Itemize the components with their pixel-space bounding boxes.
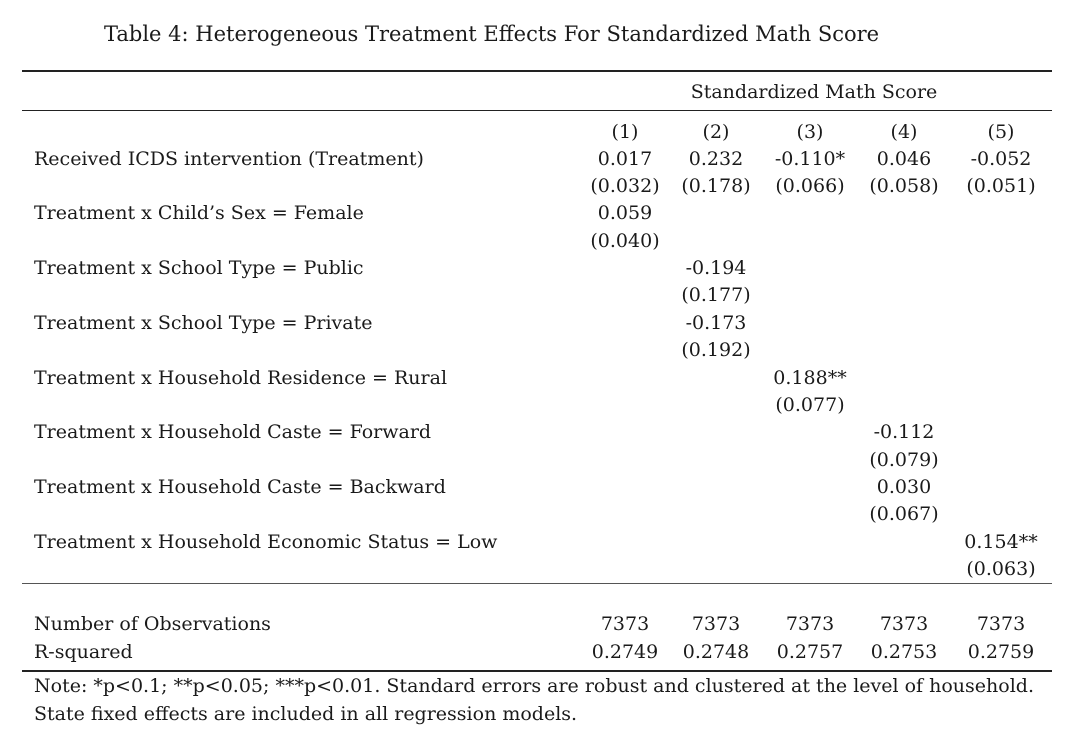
stat-cell: 0.2753 xyxy=(870,641,938,663)
se-cell: (0.032) xyxy=(590,175,660,197)
se-cell: (0.058) xyxy=(869,175,939,197)
coef-cell: 0.059 xyxy=(597,202,653,224)
table-note: Note: *p<0.1; **p<0.05; ***p<0.01. Stand… xyxy=(34,675,1034,725)
se-cell: (0.077) xyxy=(775,394,845,416)
stat-cell: 0.2759 xyxy=(967,641,1035,663)
stat-cell: 7373 xyxy=(785,613,835,635)
row-label-treatment: Received ICDS intervention (Treatment) xyxy=(34,148,424,170)
column-header-5: (5) xyxy=(987,121,1015,143)
row-label-residence-rural: Treatment x Household Residence = Rural xyxy=(34,367,448,389)
mid-rule xyxy=(22,583,1052,584)
coef-cell: -0.173 xyxy=(685,312,747,334)
coef-cell: -0.110* xyxy=(774,148,846,170)
row-label-school-private: Treatment x School Type = Private xyxy=(34,312,373,334)
top-rule xyxy=(22,70,1052,72)
row-label-observations: Number of Observations xyxy=(34,613,271,635)
column-header-4: (4) xyxy=(890,121,918,143)
stat-cell: 0.2757 xyxy=(776,641,844,663)
coef-cell: 0.154** xyxy=(964,531,1038,553)
se-cell: (0.192) xyxy=(681,339,751,361)
column-header-3: (3) xyxy=(796,121,824,143)
dependent-variable-header: Standardized Math Score xyxy=(690,81,938,103)
coef-cell: -0.194 xyxy=(685,257,747,279)
row-label-sex-female: Treatment x Child’s Sex = Female xyxy=(34,202,364,224)
coef-cell: 0.017 xyxy=(597,148,653,170)
se-cell: (0.051) xyxy=(966,175,1036,197)
coef-cell: -0.112 xyxy=(873,421,935,443)
coef-cell: 0.188** xyxy=(773,367,847,389)
row-label-r-squared: R-squared xyxy=(34,641,133,663)
bottom-rule xyxy=(22,670,1052,672)
stat-cell: 7373 xyxy=(879,613,929,635)
column-header-1: (1) xyxy=(611,121,639,143)
se-cell: (0.040) xyxy=(590,230,660,252)
header-rule xyxy=(22,110,1052,111)
stat-cell: 0.2749 xyxy=(591,641,659,663)
stat-cell: 0.2748 xyxy=(682,641,750,663)
se-cell: (0.177) xyxy=(681,284,751,306)
row-label-school-public: Treatment x School Type = Public xyxy=(34,257,364,279)
se-cell: (0.178) xyxy=(681,175,751,197)
coef-cell: 0.232 xyxy=(688,148,744,170)
row-label-economic-low: Treatment x Household Economic Status = … xyxy=(34,531,498,553)
se-cell: (0.066) xyxy=(775,175,845,197)
row-label-caste-forward: Treatment x Household Caste = Forward xyxy=(34,421,432,443)
stat-cell: 7373 xyxy=(976,613,1026,635)
coef-cell: 0.030 xyxy=(876,476,932,498)
column-header-2: (2) xyxy=(702,121,730,143)
table-caption: Table 4: Heterogeneous Treatment Effects… xyxy=(104,22,880,46)
coef-cell: 0.046 xyxy=(876,148,932,170)
se-cell: (0.079) xyxy=(869,449,939,471)
coef-cell: -0.052 xyxy=(970,148,1032,170)
stat-cell: 7373 xyxy=(600,613,650,635)
se-cell: (0.063) xyxy=(966,558,1036,580)
stat-cell: 7373 xyxy=(691,613,741,635)
row-label-caste-backward: Treatment x Household Caste = Backward xyxy=(34,476,446,498)
se-cell: (0.067) xyxy=(869,503,939,525)
